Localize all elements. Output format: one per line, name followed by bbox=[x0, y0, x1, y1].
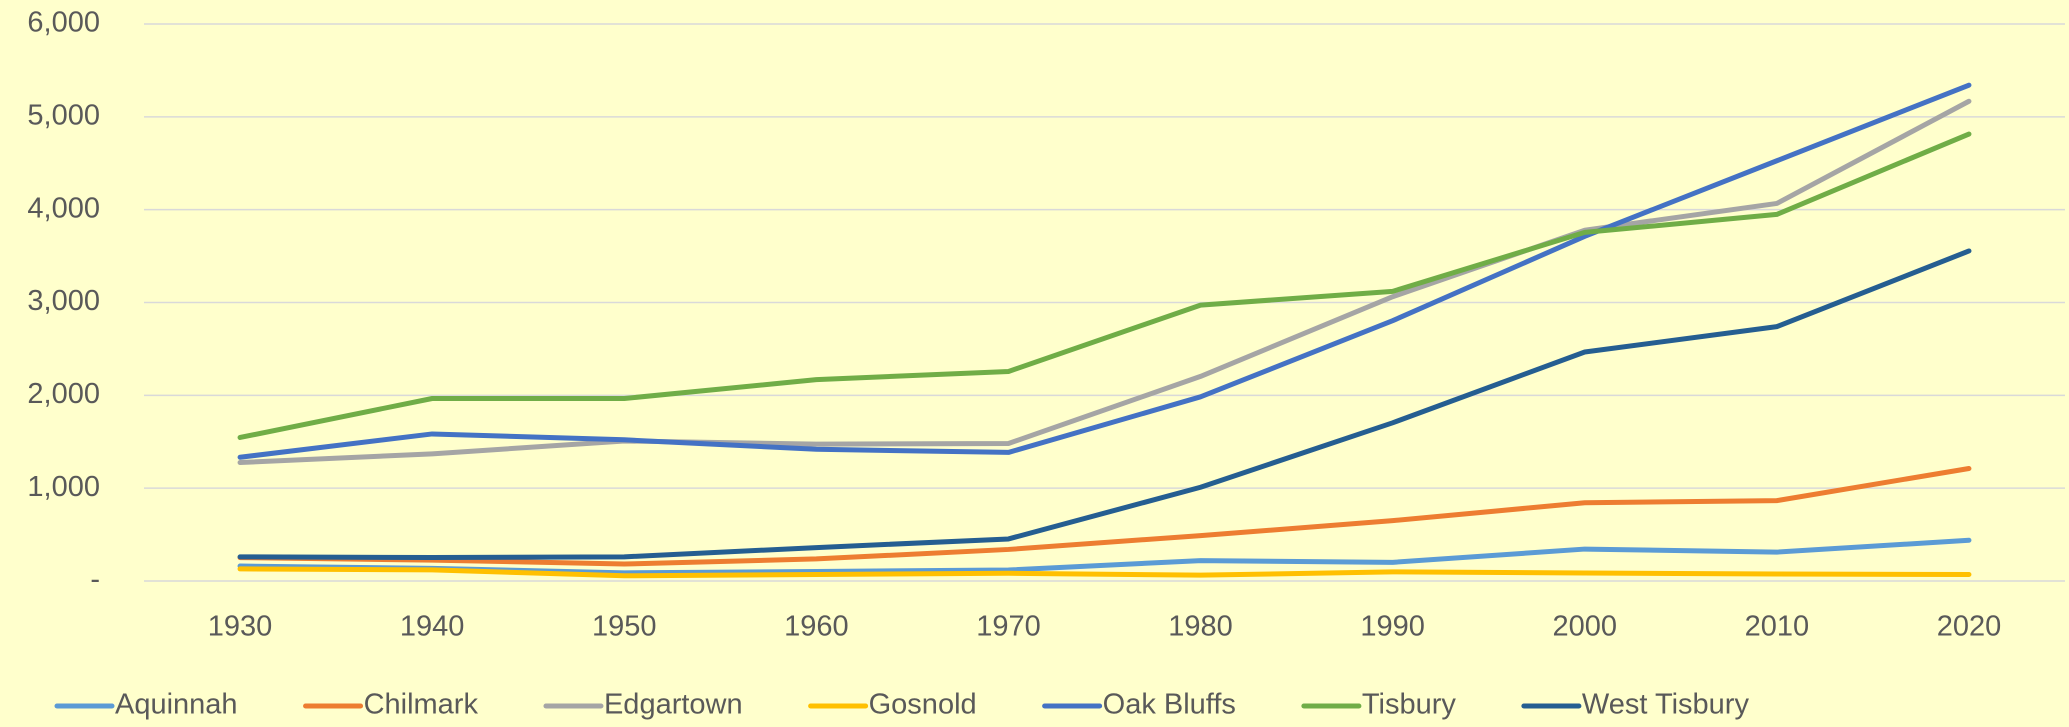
legend-label: Oak Bluffs bbox=[1103, 689, 1236, 721]
legend-label: Edgartown bbox=[604, 689, 743, 721]
x-tick-label: 1940 bbox=[400, 611, 465, 643]
series-line bbox=[237, 98, 1972, 466]
y-tick-label: 3,000 bbox=[27, 285, 100, 317]
legend-label: Gosnold bbox=[869, 689, 977, 721]
series-line bbox=[237, 82, 1972, 460]
y-tick-label: 5,000 bbox=[27, 99, 100, 131]
series-line bbox=[237, 248, 1972, 561]
x-tick-label: 1930 bbox=[208, 611, 273, 643]
x-tick-label: 2010 bbox=[1745, 611, 1810, 643]
x-tick-label: 1980 bbox=[1168, 611, 1233, 643]
x-tick-label: 2000 bbox=[1552, 611, 1617, 643]
y-tick-label: 2,000 bbox=[27, 378, 100, 410]
y-tick-label: 4,000 bbox=[27, 192, 100, 224]
legend-label: Tisbury bbox=[1362, 689, 1456, 721]
series-line bbox=[237, 566, 1972, 579]
x-tick-label: 2020 bbox=[1937, 611, 2002, 643]
x-tick-label: 1990 bbox=[1360, 611, 1425, 643]
y-tick-label: - bbox=[90, 564, 100, 596]
legend-label: West Tisbury bbox=[1582, 689, 1750, 721]
y-tick-label: 6,000 bbox=[27, 7, 100, 39]
series-line bbox=[237, 131, 1972, 440]
x-tick-label: 1960 bbox=[784, 611, 849, 643]
y-tick-label: 1,000 bbox=[27, 471, 100, 503]
x-tick-label: 1950 bbox=[592, 611, 657, 643]
series-line bbox=[237, 465, 1972, 567]
legend-label: Chilmark bbox=[364, 689, 479, 721]
x-tick-label: 1970 bbox=[976, 611, 1041, 643]
legend-label: Aquinnah bbox=[115, 689, 238, 721]
